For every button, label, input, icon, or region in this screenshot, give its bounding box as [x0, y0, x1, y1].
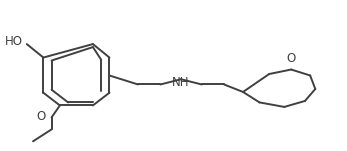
Text: HO: HO	[5, 35, 23, 48]
Text: NH: NH	[172, 76, 190, 88]
Text: O: O	[36, 110, 46, 123]
Text: O: O	[287, 52, 296, 65]
